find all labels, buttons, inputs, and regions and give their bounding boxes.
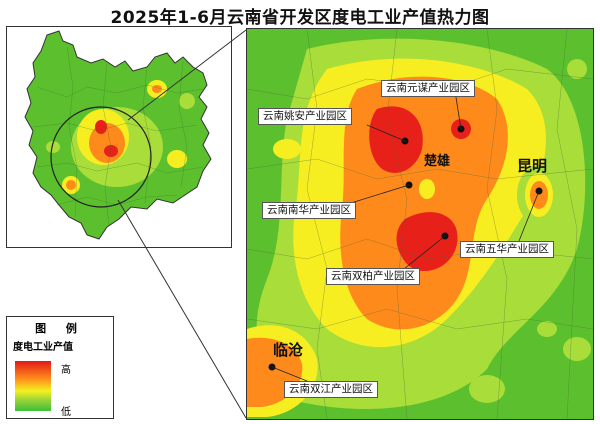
city-kunming: 昆明 — [517, 157, 548, 175]
legend-high-label: 高 — [61, 365, 71, 376]
heat-blob — [469, 375, 505, 403]
heat-blob — [273, 139, 301, 159]
label-shuangbai: 云南双柏产业园区 — [326, 268, 420, 285]
focus-circle — [50, 106, 152, 208]
leader-line — [117, 199, 247, 419]
heat-blob — [537, 321, 557, 337]
heat-zone — [46, 141, 60, 153]
legend-color-ramp — [15, 361, 51, 411]
label-shuangjiang: 云南双江产业园区 — [284, 381, 378, 398]
label-nanhua: 云南南华产业园区 — [262, 202, 356, 219]
legend: 图 例 度电工业产值 高 低 — [6, 316, 114, 419]
heat-zone — [95, 120, 107, 134]
city-lincang: 临沧 — [273, 341, 304, 359]
heat-blob — [419, 179, 435, 199]
county-boundaries — [247, 29, 593, 419]
heat-zone — [179, 93, 195, 109]
heat-blob — [563, 337, 591, 361]
detail-map — [247, 29, 593, 419]
legend-subtitle: 度电工业产值 — [13, 342, 73, 353]
legend-low-label: 低 — [61, 407, 71, 418]
hotspot-yaoan — [369, 106, 423, 173]
label-leaders — [271, 90, 540, 386]
label-yaoan: 云南姚安产业园区 — [258, 108, 352, 125]
heat-zone — [104, 145, 118, 157]
leader-line — [127, 29, 247, 121]
label-yuanmou: 云南元谋产业园区 — [381, 80, 475, 97]
heat-blob — [567, 59, 587, 79]
heat-zone — [167, 150, 187, 168]
map-title: 2025年1-6月云南省开发区度电工业产值热力图 — [110, 8, 490, 28]
heat-zone — [66, 180, 76, 190]
hotspot-shuangbai — [396, 212, 458, 272]
overview-map-panel — [6, 26, 232, 248]
city-chuxiong: 楚雄 — [424, 154, 451, 169]
label-wuhua: 云南五华产业园区 — [460, 241, 554, 258]
legend-title: 图 例 — [35, 322, 85, 335]
heat-zone-kunming — [530, 181, 548, 209]
overview-map — [24, 30, 212, 240]
